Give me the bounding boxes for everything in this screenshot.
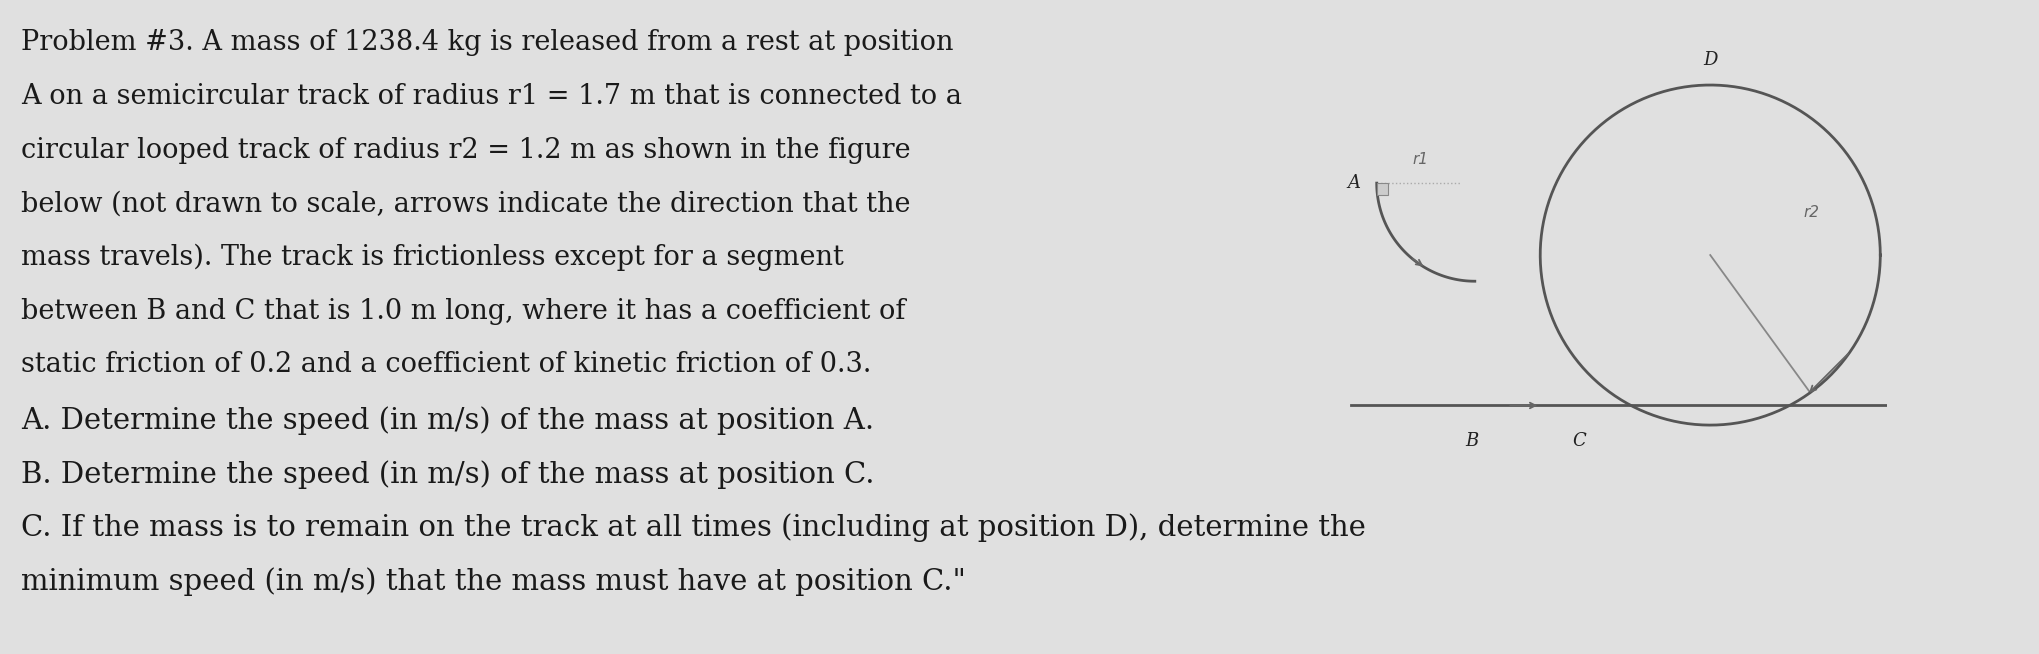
Bar [1376,183,1389,195]
Text: circular looped track of radius r2 = 1.2 m as shown in the figure: circular looped track of radius r2 = 1.2… [20,137,911,164]
Text: r2: r2 [1805,205,1819,220]
Text: D: D [1703,50,1717,69]
Text: below (not drawn to scale, arrows indicate the direction that the: below (not drawn to scale, arrows indica… [20,190,911,217]
Text: A on a semicircular track of radius r1 = 1.7 m that is connected to a: A on a semicircular track of radius r1 =… [20,83,962,110]
Text: C. If the mass is to remain on the track at all times (including at position D),: C. If the mass is to remain on the track… [20,513,1366,542]
Text: C: C [1572,432,1586,450]
Text: A. Determine the speed (in m/s) of the mass at position A.: A. Determine the speed (in m/s) of the m… [20,406,875,435]
Text: between B and C that is 1.0 m long, where it has a coefficient of: between B and C that is 1.0 m long, wher… [20,298,905,324]
Text: minimum speed (in m/s) that the mass must have at position C.": minimum speed (in m/s) that the mass mus… [20,567,966,596]
Text: B: B [1464,432,1478,450]
Text: r1: r1 [1413,152,1429,167]
Text: B. Determine the speed (in m/s) of the mass at position C.: B. Determine the speed (in m/s) of the m… [20,460,875,489]
Text: Problem #3. A mass of 1238.4 kg is released from a rest at position: Problem #3. A mass of 1238.4 kg is relea… [20,29,954,56]
Text: mass travels). The track is frictionless except for a segment: mass travels). The track is frictionless… [20,244,844,271]
Text: static friction of 0.2 and a coefficient of kinetic friction of 0.3.: static friction of 0.2 and a coefficient… [20,351,871,378]
Text: A: A [1348,174,1360,192]
